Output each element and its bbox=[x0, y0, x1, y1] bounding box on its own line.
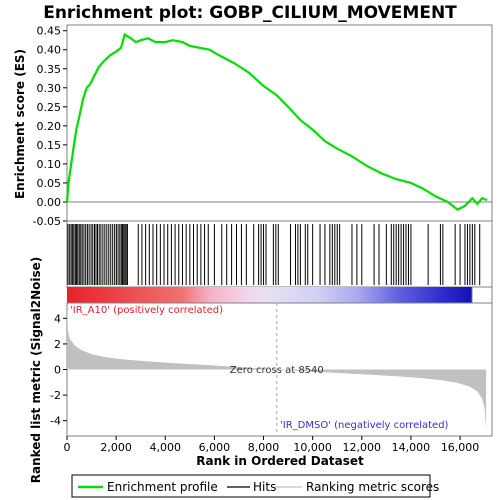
legend-box bbox=[71, 474, 431, 498]
es-y-tick-label: 0.45 bbox=[37, 25, 62, 38]
chart-title: Enrichment plot: GOBP_CILIUM_MOVEMENT bbox=[43, 3, 457, 23]
hits-marks bbox=[67, 224, 481, 285]
metric-y-axis-label: Ranked list metric (Signal2Noise) bbox=[29, 257, 43, 484]
metric-y-tick-label: 0 bbox=[54, 364, 61, 377]
rank-color-bar bbox=[67, 287, 472, 303]
metric-y-ticks: -4 -2 0 2 4 bbox=[50, 312, 67, 428]
es-y-tick-label: 0.15 bbox=[37, 139, 62, 152]
es-y-tick-label: 0.35 bbox=[37, 63, 62, 76]
metric-y-tick-label: 2 bbox=[54, 338, 61, 351]
x-tick-label: 8,000 bbox=[248, 441, 280, 454]
zero-cross-label: Zero cross at 8540 bbox=[230, 365, 324, 376]
legend-metric-label: Ranking metric scores bbox=[306, 480, 439, 494]
x-tick-label: 10,000 bbox=[293, 441, 332, 454]
es-y-tick-label: 0.20 bbox=[37, 120, 62, 133]
positive-correlation-label: 'IR_A10' (positively correlated) bbox=[70, 305, 223, 316]
es-y-tick-label: 0.10 bbox=[37, 158, 62, 171]
x-tick-label: 6,000 bbox=[199, 441, 231, 454]
es-y-axis-label: Enrichment score (ES) bbox=[13, 49, 27, 199]
x-tick-label: 12,000 bbox=[343, 441, 382, 454]
hits-panel bbox=[66, 220, 493, 288]
rank-color-bar-tail bbox=[471, 286, 493, 304]
legend-hits-label: Hits bbox=[253, 480, 276, 494]
enrichment-profile-line bbox=[65, 32, 488, 211]
es-panel: -0.05 0.00 0.05 0.10 0.15 0.20 0.25 0.30 0.35 0.4… bbox=[13, 24, 493, 228]
x-tick-label: 16,000 bbox=[441, 441, 480, 454]
metric-y-tick-label: -2 bbox=[50, 389, 61, 402]
legend: Enrichment profile Hits Ranking metric s… bbox=[71, 474, 439, 498]
metric-x-ticks: 0 2,000 4,000 6,000 8,000 10,000 12,000 14,000 1… bbox=[64, 436, 480, 454]
x-axis-label: Rank in Ordered Dataset bbox=[196, 454, 364, 468]
es-y-tick-label: 0.25 bbox=[37, 101, 62, 114]
es-y-tick-label: 0.40 bbox=[37, 44, 62, 57]
es-y-ticks: -0.05 0.00 0.05 0.10 0.15 0.20 0.25 0.30 0.35 0.4… bbox=[33, 25, 67, 228]
x-tick-label: 2,000 bbox=[100, 441, 132, 454]
es-y-tick-label: 0.05 bbox=[37, 177, 62, 190]
negative-correlation-label: 'IR_DMSO' (negatively correlated) bbox=[280, 420, 449, 431]
x-tick-label: 0 bbox=[64, 441, 71, 454]
x-tick-label: 4,000 bbox=[150, 441, 182, 454]
metric-y-tick-label: -4 bbox=[50, 415, 61, 428]
es-y-tick-label: 0.00 bbox=[37, 196, 62, 209]
metric-y-tick-label: 4 bbox=[54, 312, 61, 325]
legend-enrichment-label: Enrichment profile bbox=[107, 480, 218, 494]
x-tick-label: 14,000 bbox=[392, 441, 431, 454]
es-y-tick-label: -0.05 bbox=[33, 215, 61, 228]
es-y-tick-label: 0.30 bbox=[37, 82, 62, 95]
metric-panel: Zero cross at 8540 'IR_A10' (positively … bbox=[29, 257, 493, 484]
